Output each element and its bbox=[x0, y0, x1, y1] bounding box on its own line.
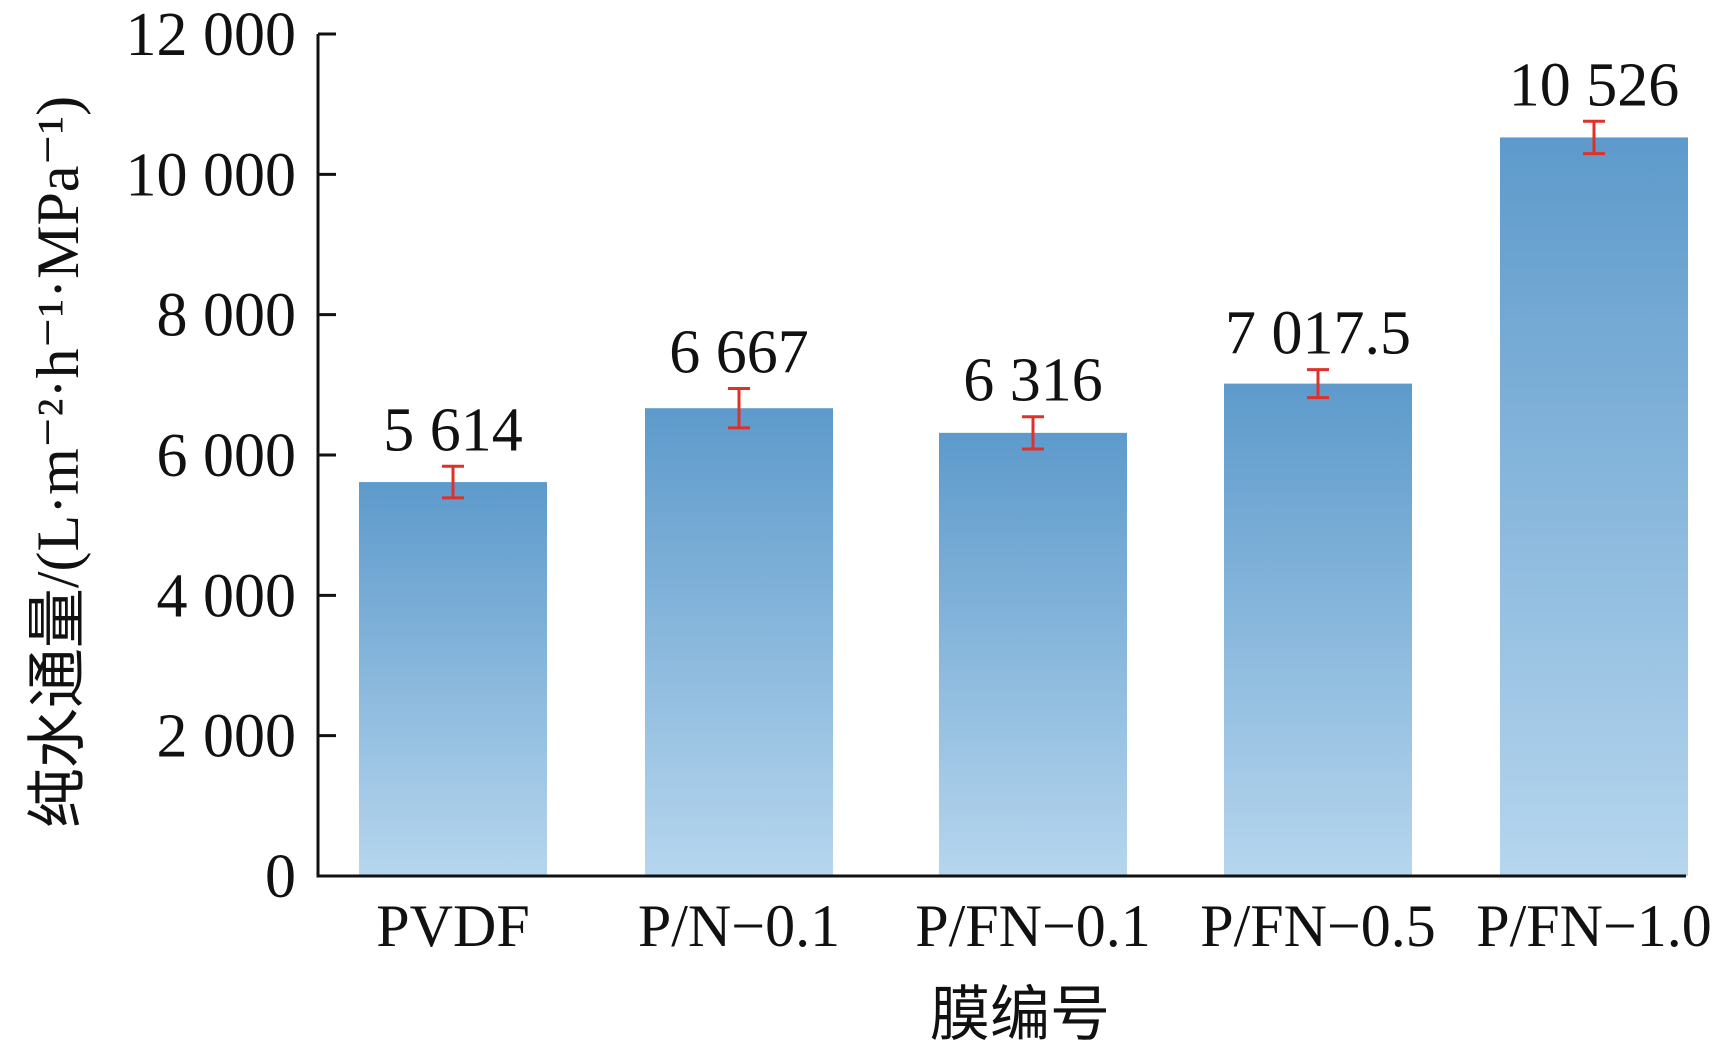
bar bbox=[359, 482, 547, 876]
y-tick-label: 10 000 bbox=[126, 141, 297, 209]
x-axis-title: 膜编号 bbox=[930, 982, 1110, 1048]
category-label: P/FN−0.1 bbox=[915, 893, 1151, 959]
category-label: PVDF bbox=[376, 893, 529, 959]
y-tick-label: 6 000 bbox=[157, 422, 297, 490]
category-label: P/FN−0.5 bbox=[1200, 893, 1436, 959]
bar bbox=[645, 408, 833, 876]
bar-value-label: 7 017.5 bbox=[1225, 300, 1411, 368]
bar-value-label: 5 614 bbox=[383, 396, 523, 464]
bar-value-label: 6 667 bbox=[669, 319, 809, 387]
category-label: P/N−0.1 bbox=[638, 893, 840, 959]
bars-layer bbox=[359, 119, 1688, 876]
labels-layer: 5 614 PVDF 6 667 P/N−0.1 6 316 P/FN−0.1 7 017.… bbox=[126, 1, 1712, 959]
bar bbox=[1500, 137, 1688, 876]
y-tick-label: 12 000 bbox=[126, 1, 297, 69]
bar bbox=[939, 432, 1127, 876]
category-label: P/FN−1.0 bbox=[1476, 893, 1712, 959]
y-tick-label: 4 000 bbox=[157, 562, 297, 630]
y-tick-label: 0 bbox=[265, 843, 296, 911]
y-axis-title: 纯水通量/(L·m⁻²·h⁻¹·MPa⁻¹) bbox=[25, 96, 91, 828]
y-tick-label: 8 000 bbox=[157, 282, 297, 350]
y-tick-label: 2 000 bbox=[157, 703, 297, 771]
bar-value-label: 6 316 bbox=[963, 347, 1103, 415]
bar-value-label: 10 526 bbox=[1509, 51, 1680, 119]
axes-layer bbox=[316, 32, 1686, 878]
bar bbox=[1224, 383, 1412, 876]
